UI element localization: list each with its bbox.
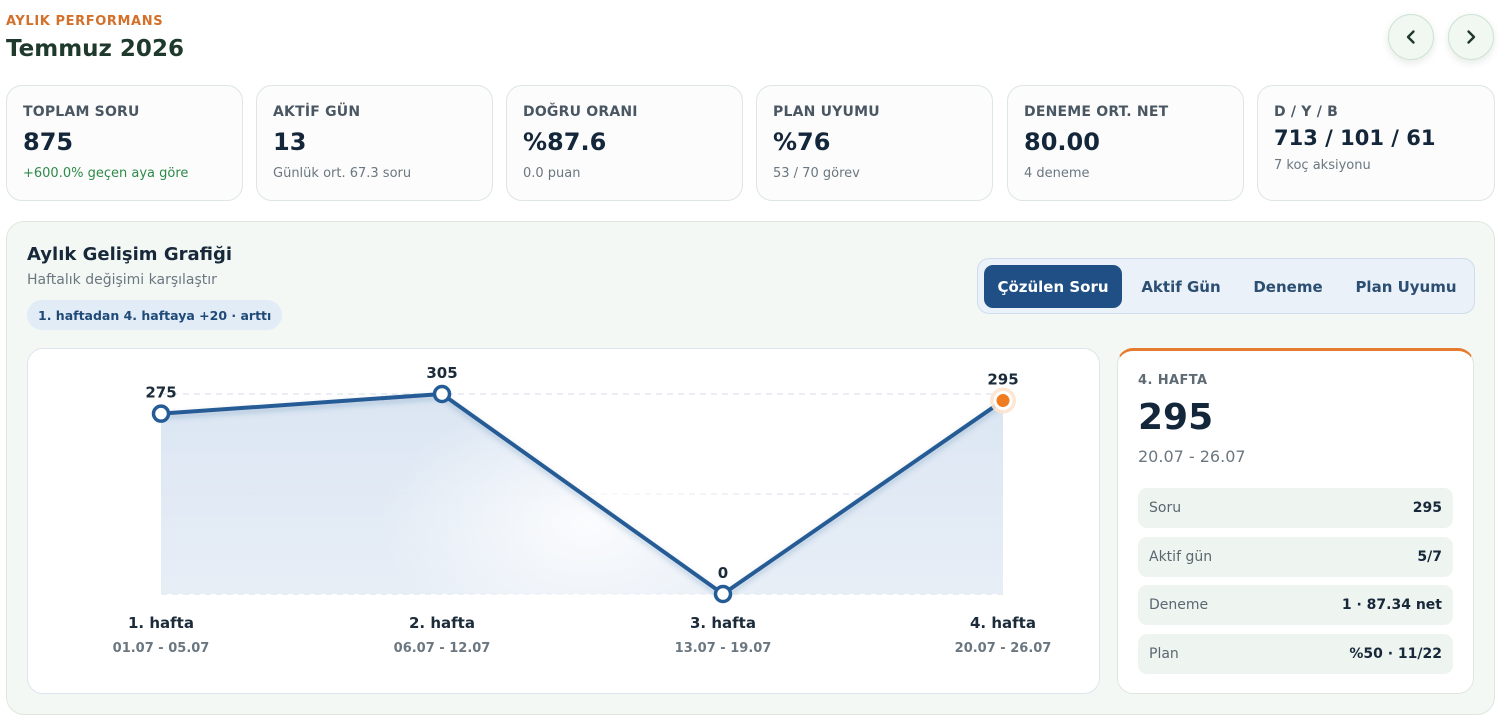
stat-card-total-questions: TOPLAM SORU 875 +600.0% geçen aya göre (6, 85, 243, 201)
stat-label: D / Y / B (1274, 104, 1338, 120)
chart-date-range-label: 01.07 - 05.07 (113, 641, 210, 656)
stat-label: PLAN UYUMU (773, 104, 880, 120)
stat-value: 13 (273, 128, 307, 156)
detail-week-range: 20.07 - 26.07 (1138, 447, 1246, 466)
stat-label: TOPLAM SORU (23, 104, 140, 120)
chart-value-label: 295 (987, 371, 1018, 389)
progress-panel: Aylık Gelişim Grafiği Haftalık değişimi … (6, 221, 1495, 715)
chart-point[interactable] (151, 404, 171, 423)
detail-row-exam: Deneme 1 · 87.34 net (1138, 585, 1453, 625)
chevron-left-icon (1406, 30, 1415, 44)
chart-point-selected[interactable] (993, 391, 1013, 411)
stat-sub: 53 / 70 görev (773, 166, 860, 181)
detail-row-label: Plan (1149, 646, 1179, 662)
stat-card-active-days: AKTİF GÜN 13 Günlük ort. 67.3 soru (256, 85, 493, 201)
detail-row-active-days: Aktif gün 5/7 (1138, 537, 1453, 577)
chart-category-label: 2. hafta (409, 614, 475, 632)
stat-value: 713 / 101 / 61 (1274, 126, 1436, 150)
chart-category-label: 4. hafta (970, 614, 1036, 632)
chart-point[interactable] (713, 584, 733, 604)
weekly-line-chart: 275 1. hafta 01.07 - 05.07 305 2. hafta 06.07… (113, 364, 1052, 656)
chart-series-line (159, 392, 1005, 596)
week-detail-card: 4. HAFTA 295 20.07 - 26.07 Soru 295 Akti… (1117, 348, 1474, 694)
stat-sub: Günlük ort. 67.3 soru (273, 166, 412, 181)
stat-sub: 4 deneme (1024, 166, 1090, 181)
stat-card-plan-compliance: PLAN UYUMU %76 53 / 70 görev (756, 85, 993, 201)
panel-title: Aylık Gelişim Grafiği (27, 244, 233, 265)
chart-point[interactable] (432, 384, 452, 404)
stat-label: DENEME ORT. NET (1024, 104, 1169, 120)
chart-value-label: 0 (718, 564, 728, 582)
next-month-button[interactable] (1448, 14, 1494, 60)
chart-value-label: 275 (145, 384, 176, 402)
stat-sub: +600.0% geçen aya göre (23, 166, 189, 181)
detail-row-value: 295 (1412, 500, 1442, 516)
tab-exams[interactable]: Deneme (1253, 277, 1323, 296)
tab-plan-compliance[interactable]: Plan Uyumu (1355, 277, 1457, 296)
stat-value: 80.00 (1024, 128, 1100, 156)
chart-date-range-label: 20.07 - 26.07 (955, 641, 1052, 656)
detail-row-value: 5/7 (1417, 549, 1442, 565)
detail-row-label: Deneme (1149, 597, 1209, 613)
page-title: Temmuz 2026 (6, 36, 184, 62)
detail-row-label: Soru (1149, 500, 1182, 516)
detail-week-label: 4. HAFTA (1138, 373, 1208, 388)
chart-card: 275 1. hafta 01.07 - 05.07 305 2. hafta 06.07… (27, 348, 1100, 694)
chart-category-label: 3. hafta (690, 614, 756, 632)
chart-area-glow (378, 394, 798, 654)
detail-row-value: 1 · 87.34 net (1341, 597, 1442, 613)
prev-month-button[interactable] (1388, 14, 1434, 60)
page-eyebrow: AYLIK PERFORMANS (6, 14, 164, 29)
metric-tabs: Çözülen Soru Aktif Gün Deneme Plan Uyumu (977, 258, 1475, 314)
chart-value-label: 305 (426, 364, 457, 382)
detail-row-value: %50 · 11/22 (1349, 646, 1442, 662)
stat-label: AKTİF GÜN (273, 104, 361, 120)
detail-row-questions: Soru 295 (1138, 488, 1453, 528)
detail-week-value: 295 (1138, 397, 1214, 438)
stats-row: TOPLAM SORU 875 +600.0% geçen aya göre A… (6, 85, 1495, 201)
chart-date-range-label: 06.07 - 12.07 (394, 641, 491, 656)
stat-card-accuracy: DOĞRU ORANI %87.6 0.0 puan (506, 85, 743, 201)
detail-row-label: Aktif gün (1149, 549, 1213, 565)
stat-value: 875 (23, 128, 74, 156)
trend-badge: 1. haftadan 4. haftaya +20 · arttı (27, 300, 283, 330)
stat-sub: 0.0 puan (523, 166, 581, 181)
stat-card-correct-wrong-blank: D / Y / B 713 / 101 / 61 7 koç aksiyonu (1257, 85, 1495, 201)
chart-date-range-label: 13.07 - 19.07 (675, 641, 772, 656)
detail-row-plan: Plan %50 · 11/22 (1138, 634, 1453, 674)
chart-category-label: 1. hafta (128, 614, 194, 632)
stat-card-exam-avg-net: DENEME ORT. NET 80.00 4 deneme (1007, 85, 1244, 201)
tab-solved-questions[interactable]: Çözülen Soru (984, 265, 1122, 308)
tab-active-days[interactable]: Aktif Gün (1141, 277, 1221, 296)
stat-label: DOĞRU ORANI (523, 104, 638, 120)
stat-value: %76 (773, 128, 831, 156)
chevron-right-icon (1467, 30, 1476, 44)
stat-value: %87.6 (523, 128, 607, 156)
panel-subtitle: Haftalık değişimi karşılaştır (27, 272, 217, 288)
stat-sub: 7 koç aksiyonu (1274, 158, 1371, 173)
